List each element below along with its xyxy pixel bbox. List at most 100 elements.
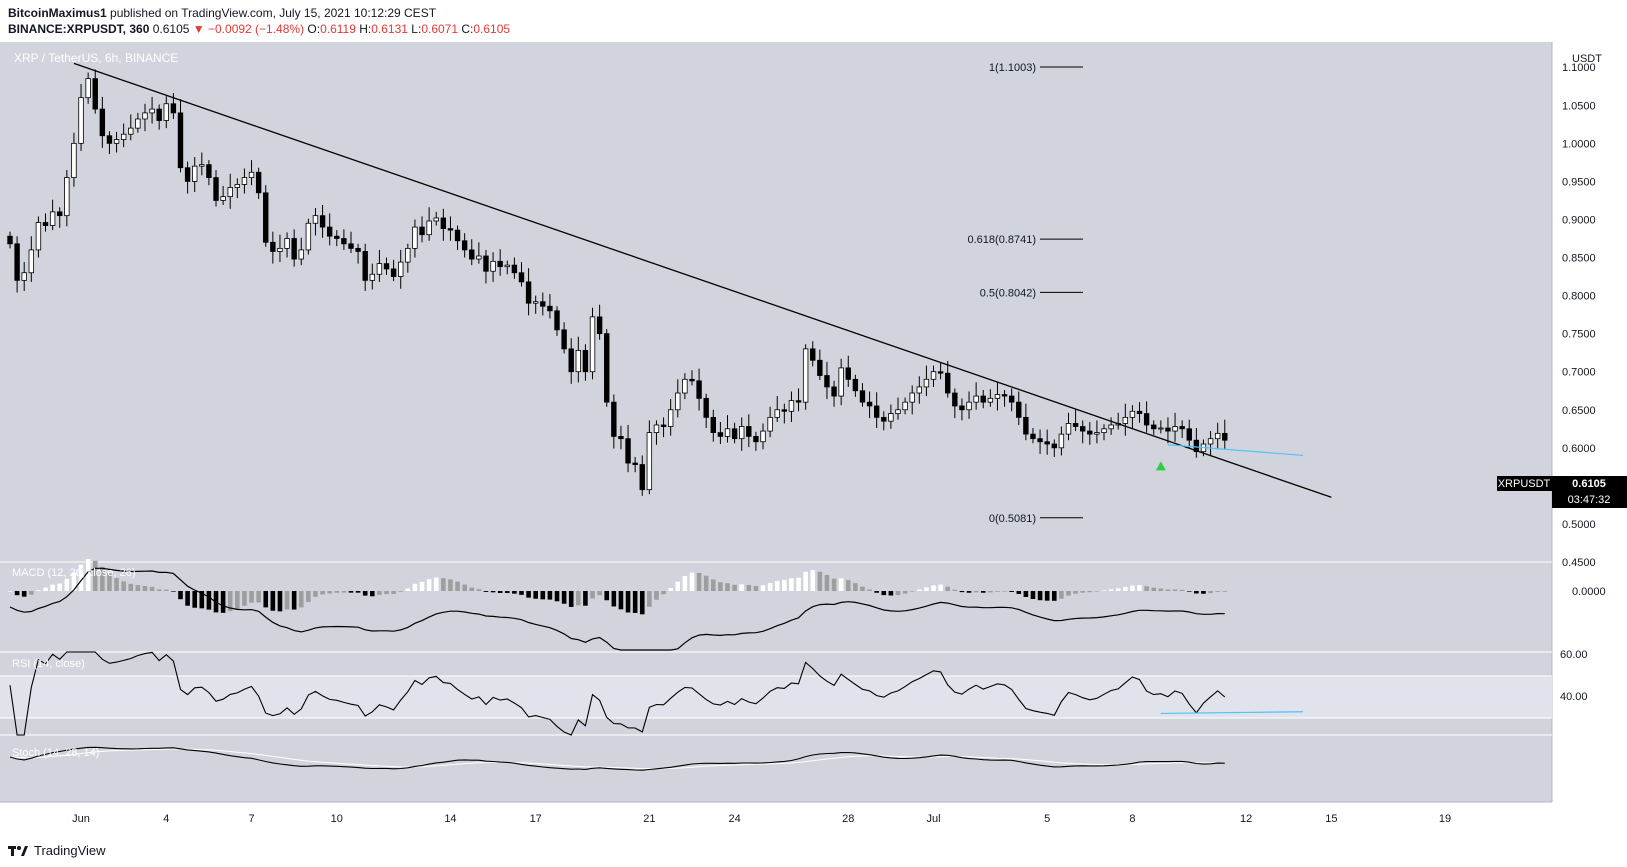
close-label: C:	[461, 22, 474, 36]
macd-bar	[774, 580, 780, 591]
candle-down	[547, 305, 553, 312]
candle-down	[554, 310, 560, 331]
time-tick: 21	[643, 813, 655, 825]
candle-down	[99, 108, 106, 137]
macd-bar	[448, 579, 453, 591]
candle-up	[724, 428, 731, 437]
rsi-divergence-line[interactable]	[1160, 711, 1303, 715]
macd-bar	[1087, 591, 1093, 593]
footer-brand[interactable]: TradingView	[34, 843, 106, 858]
macd-bar	[107, 573, 112, 591]
rsi-tick-60: 60.00	[1560, 649, 1588, 661]
macd-bar	[455, 581, 460, 591]
price-change: −0.0092 (−1.48%)	[208, 22, 305, 36]
candle-up	[1207, 438, 1214, 445]
macd-bar	[1073, 591, 1078, 594]
price-axis-background	[1552, 42, 1627, 802]
macd-bar	[142, 586, 148, 591]
macd-bar	[647, 591, 652, 607]
stoch-label[interactable]: Stoch (14, 28, 14)	[12, 747, 99, 759]
bullish-signal-icon	[1155, 461, 1166, 471]
fibonacci-levels[interactable]: 1(1.1003) 0.618(0.8741) 0.5(0.8042) 0(0.508…	[968, 62, 1084, 525]
macd-bar	[163, 589, 169, 591]
descending-trendline[interactable]	[73, 62, 1332, 498]
candle-down	[1023, 416, 1029, 435]
rsi-label[interactable]: RSI (14, close)	[12, 658, 85, 670]
macd-bar	[92, 560, 98, 591]
candle-down	[92, 78, 98, 110]
candle-up	[767, 416, 773, 432]
macd-bar	[256, 591, 261, 603]
chart-svg[interactable]: XRP / TetherUS, 6h, BINANCE USDT 1.10001…	[0, 42, 1627, 842]
macd-bar	[277, 591, 283, 612]
stoch-d-line	[9, 748, 1225, 770]
rsi-tick-40: 40.00	[1560, 691, 1588, 703]
candle-down	[469, 249, 475, 260]
candle-up	[405, 247, 411, 263]
macd-bar	[192, 591, 198, 608]
macd-bar	[782, 579, 787, 591]
candlesticks	[7, 69, 1228, 496]
macd-bar	[753, 585, 759, 591]
macd-bar	[568, 591, 574, 607]
macd-bar	[760, 585, 766, 591]
candle-up	[71, 142, 77, 178]
candle-up	[163, 103, 169, 121]
macd-bar	[1016, 591, 1022, 594]
macd-bar	[348, 591, 354, 593]
price-tick: 0.8000	[1562, 291, 1596, 303]
macd-bar	[7, 591, 13, 592]
candle-down	[184, 167, 191, 182]
candle-down	[341, 238, 347, 245]
macd-bar	[895, 591, 901, 596]
candle-up	[35, 222, 42, 251]
macd-bar	[838, 578, 844, 591]
author-name[interactable]: BitcoinMaximus1	[8, 6, 107, 20]
macd-bar	[909, 591, 915, 592]
macd-bar	[831, 578, 837, 591]
candle-down	[945, 372, 951, 394]
down-triangle-icon: ▼	[192, 22, 205, 36]
candle-up	[1172, 426, 1178, 432]
chart-title: XRP / TetherUS, 6h, BINANCE	[14, 51, 178, 65]
macd-bar	[306, 591, 311, 602]
price-divergence-line[interactable]	[1167, 444, 1303, 457]
price-tag	[1552, 476, 1627, 508]
macd-label[interactable]: MACD (12, 26, close, 26)	[12, 567, 136, 579]
macd-bar	[654, 591, 659, 600]
candle-down	[255, 171, 262, 194]
candle-up	[298, 249, 304, 260]
price-tick: 0.8500	[1562, 253, 1596, 265]
macd-bar	[938, 584, 943, 591]
macd-bar	[57, 583, 63, 591]
macd-bar	[973, 591, 979, 593]
candle-down	[348, 243, 354, 249]
candle-down	[1008, 395, 1015, 403]
macd-bar	[78, 564, 84, 591]
macd-bar	[206, 591, 212, 610]
candle-up	[646, 432, 653, 491]
rsi-line	[9, 651, 1226, 736]
macd-bar	[199, 591, 205, 609]
time-tick: 19	[1439, 813, 1451, 825]
candle-down	[106, 135, 113, 144]
candle-down	[454, 229, 461, 242]
candle-down	[263, 192, 269, 243]
candle-up	[241, 177, 248, 185]
candle-up	[895, 409, 901, 414]
candle-down	[881, 416, 887, 422]
macd-bar	[21, 591, 27, 597]
macd-bar	[227, 591, 233, 612]
candle-down	[525, 281, 532, 304]
candle-up	[142, 112, 148, 120]
macd-bar	[1009, 591, 1014, 592]
high-label: H:	[359, 22, 372, 36]
price-tag-value: 0.6105	[1572, 478, 1606, 490]
candle-down	[618, 436, 624, 440]
candle-down	[419, 226, 425, 236]
macd-bar	[639, 591, 645, 615]
candle-up	[1065, 423, 1072, 435]
candle-down	[660, 424, 667, 427]
chart-area[interactable]: XRP / TetherUS, 6h, BINANCE USDT 1.1000 1…	[0, 42, 1627, 842]
footer: TradingView	[8, 843, 106, 858]
